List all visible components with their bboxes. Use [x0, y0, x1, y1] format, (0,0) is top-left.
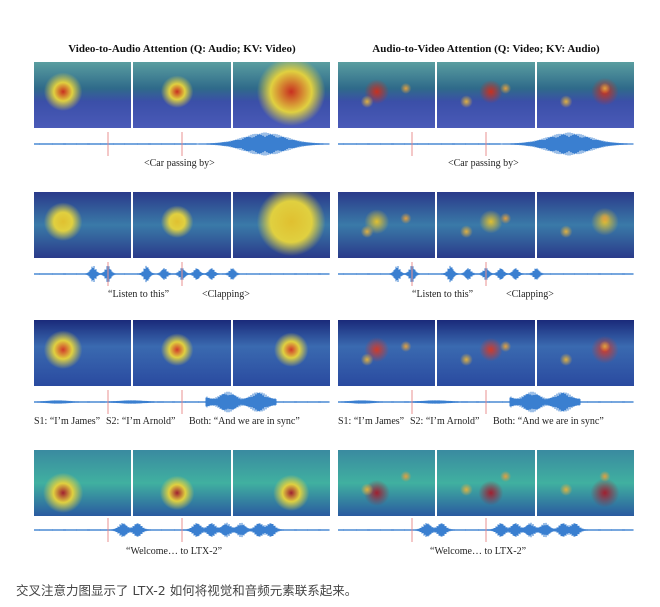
- waveform-label: <Clapping>: [202, 289, 250, 300]
- waveform-label: S1: “I’m James”: [34, 416, 101, 427]
- video-frame-heatmap: [338, 320, 436, 386]
- waveform-label: <Car passing by>: [144, 158, 215, 169]
- attention-heatmap-strip: [338, 450, 634, 516]
- waveform-path: [34, 391, 330, 413]
- attention-heatmap-strip: [34, 192, 330, 258]
- waveform-label: “Listen to this”: [412, 289, 474, 300]
- video-frame-heatmap: [536, 450, 634, 516]
- video-frame-heatmap: [536, 62, 634, 128]
- figure-caption: 交叉注意力图显示了 LTX-2 如何将视觉和音频元素联系起来。: [16, 583, 358, 598]
- video-frame-heatmap: [232, 62, 330, 128]
- video-frame-heatmap: [232, 320, 330, 386]
- panel-title-video-to-audio: Video-to-Audio Attention (Q: Audio; KV: …: [68, 43, 296, 55]
- video-frame-heatmap: [338, 62, 436, 128]
- video-frame-heatmap: [437, 192, 535, 258]
- video-frame-heatmap: [34, 192, 132, 258]
- waveform-label: Both: “And we are in sync”: [189, 416, 300, 427]
- attention-heatmap-strip: [34, 62, 330, 128]
- waveform-path: [338, 265, 634, 283]
- video-frame-heatmap: [34, 450, 132, 516]
- waveform-label: S2: “I’m Arnold”: [410, 416, 480, 427]
- video-frame-heatmap: [133, 450, 231, 516]
- video-frame-heatmap: [232, 450, 330, 516]
- waveform-path: [34, 132, 330, 156]
- video-frame-heatmap: [133, 320, 231, 386]
- waveform-label: <Car passing by>: [448, 158, 519, 169]
- video-frame-heatmap: [437, 320, 535, 386]
- video-frame-heatmap: [34, 320, 132, 386]
- waveform-path: [338, 522, 634, 538]
- video-frame-heatmap: [133, 192, 231, 258]
- video-frame-heatmap: [536, 192, 634, 258]
- attention-heatmap-strip: [34, 320, 330, 386]
- video-frame-heatmap: [133, 62, 231, 128]
- waveform-label: S2: “I’m Arnold”: [106, 416, 176, 427]
- attention-heatmap-strip: [338, 320, 634, 386]
- video-frame-heatmap: [338, 192, 436, 258]
- waveform-path: [338, 391, 634, 413]
- video-frame-heatmap: [338, 450, 436, 516]
- waveform-path: [34, 265, 330, 283]
- attention-heatmap-strip: [338, 192, 634, 258]
- video-frame-heatmap: [536, 320, 634, 386]
- waveform-label: Both: “And we are in sync”: [493, 416, 604, 427]
- audio-waveform: [34, 390, 330, 414]
- waveform-label: <Clapping>: [506, 289, 554, 300]
- waveform-label: “Listen to this”: [108, 289, 170, 300]
- waveform-path: [34, 522, 330, 538]
- panel-title-audio-to-video: Audio-to-Video Attention (Q: Video; KV: …: [372, 43, 600, 55]
- audio-waveform: [34, 132, 330, 156]
- waveform-label: “Welcome… to LTX-2”: [430, 546, 527, 557]
- audio-waveform: [338, 262, 634, 286]
- attention-heatmap-strip: [338, 62, 634, 128]
- video-frame-heatmap: [437, 62, 535, 128]
- video-frame-heatmap: [437, 450, 535, 516]
- audio-waveform: [338, 390, 634, 414]
- audio-waveform: [338, 132, 634, 156]
- attention-heatmap-strip: [34, 450, 330, 516]
- audio-waveform: [34, 262, 330, 286]
- waveform-label: “Welcome… to LTX-2”: [126, 546, 223, 557]
- audio-waveform: [338, 518, 634, 542]
- video-frame-heatmap: [34, 62, 132, 128]
- waveform-label: S1: “I’m James”: [338, 416, 405, 427]
- waveform-path: [338, 132, 634, 156]
- video-frame-heatmap: [232, 192, 330, 258]
- audio-waveform: [34, 518, 330, 542]
